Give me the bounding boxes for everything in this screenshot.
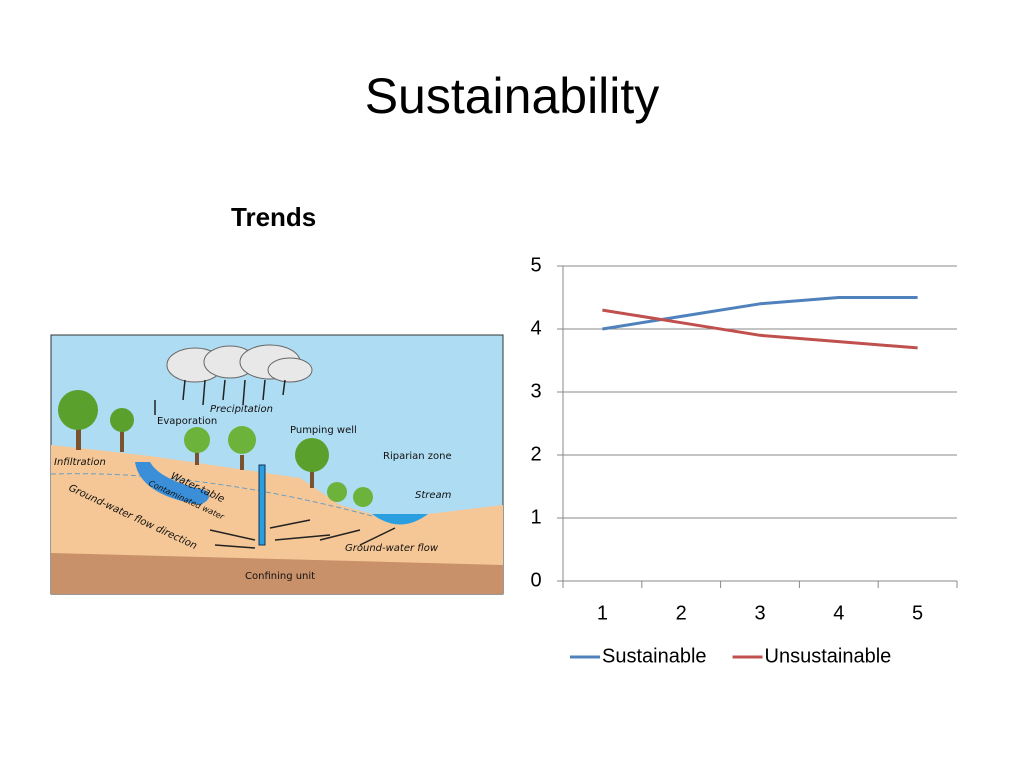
y-tick-label: 0 <box>530 569 541 591</box>
y-tick-label: 4 <box>530 317 541 339</box>
y-tick-label: 5 <box>530 254 541 276</box>
groundwater-diagram: Precipitation Evaporation Pumping well R… <box>50 334 504 595</box>
trees <box>58 390 373 507</box>
x-tick-label: 1 <box>597 602 608 624</box>
slide-title: Sustainability <box>365 68 660 124</box>
diagram-label: Stream <box>415 490 452 501</box>
data-line <box>602 308 918 350</box>
diagram-label: Ground-water flow <box>345 543 439 554</box>
contaminated-plume <box>135 462 209 505</box>
water-table-line <box>50 473 373 517</box>
legend-label: Unsustainable <box>765 645 892 667</box>
y-tick-label: 3 <box>530 380 541 402</box>
diagram-label: Riparian zone <box>383 451 452 462</box>
clouds <box>166 344 313 383</box>
line-chart: 0 1 2 3 4 5 1 2 3 4 5 Sustainable Unsustainable <box>530 254 958 667</box>
confining-unit <box>51 553 503 594</box>
x-tick-label: 2 <box>676 602 687 624</box>
x-tick-label: 4 <box>833 602 844 624</box>
subtitle: Trends <box>231 202 316 232</box>
rain-arrows <box>154 379 286 415</box>
flow-arrows <box>209 519 396 549</box>
diagram-label: Evaporation <box>157 416 217 427</box>
y-tick-label: 2 <box>530 443 541 465</box>
x-tick-label: 3 <box>754 602 765 624</box>
diagram-label: Infiltration <box>54 457 106 468</box>
stream <box>372 514 428 525</box>
x-tick-label: 5 <box>912 602 923 624</box>
pumping-well <box>258 464 266 546</box>
legend-label: Sustainable <box>602 645 707 667</box>
data-line <box>602 296 918 331</box>
diagram-label: Pumping well <box>290 425 357 436</box>
y-tick-label: 1 <box>530 506 541 528</box>
diagram-label: Precipitation <box>210 404 273 415</box>
diagram-label: Confining unit <box>245 571 315 582</box>
